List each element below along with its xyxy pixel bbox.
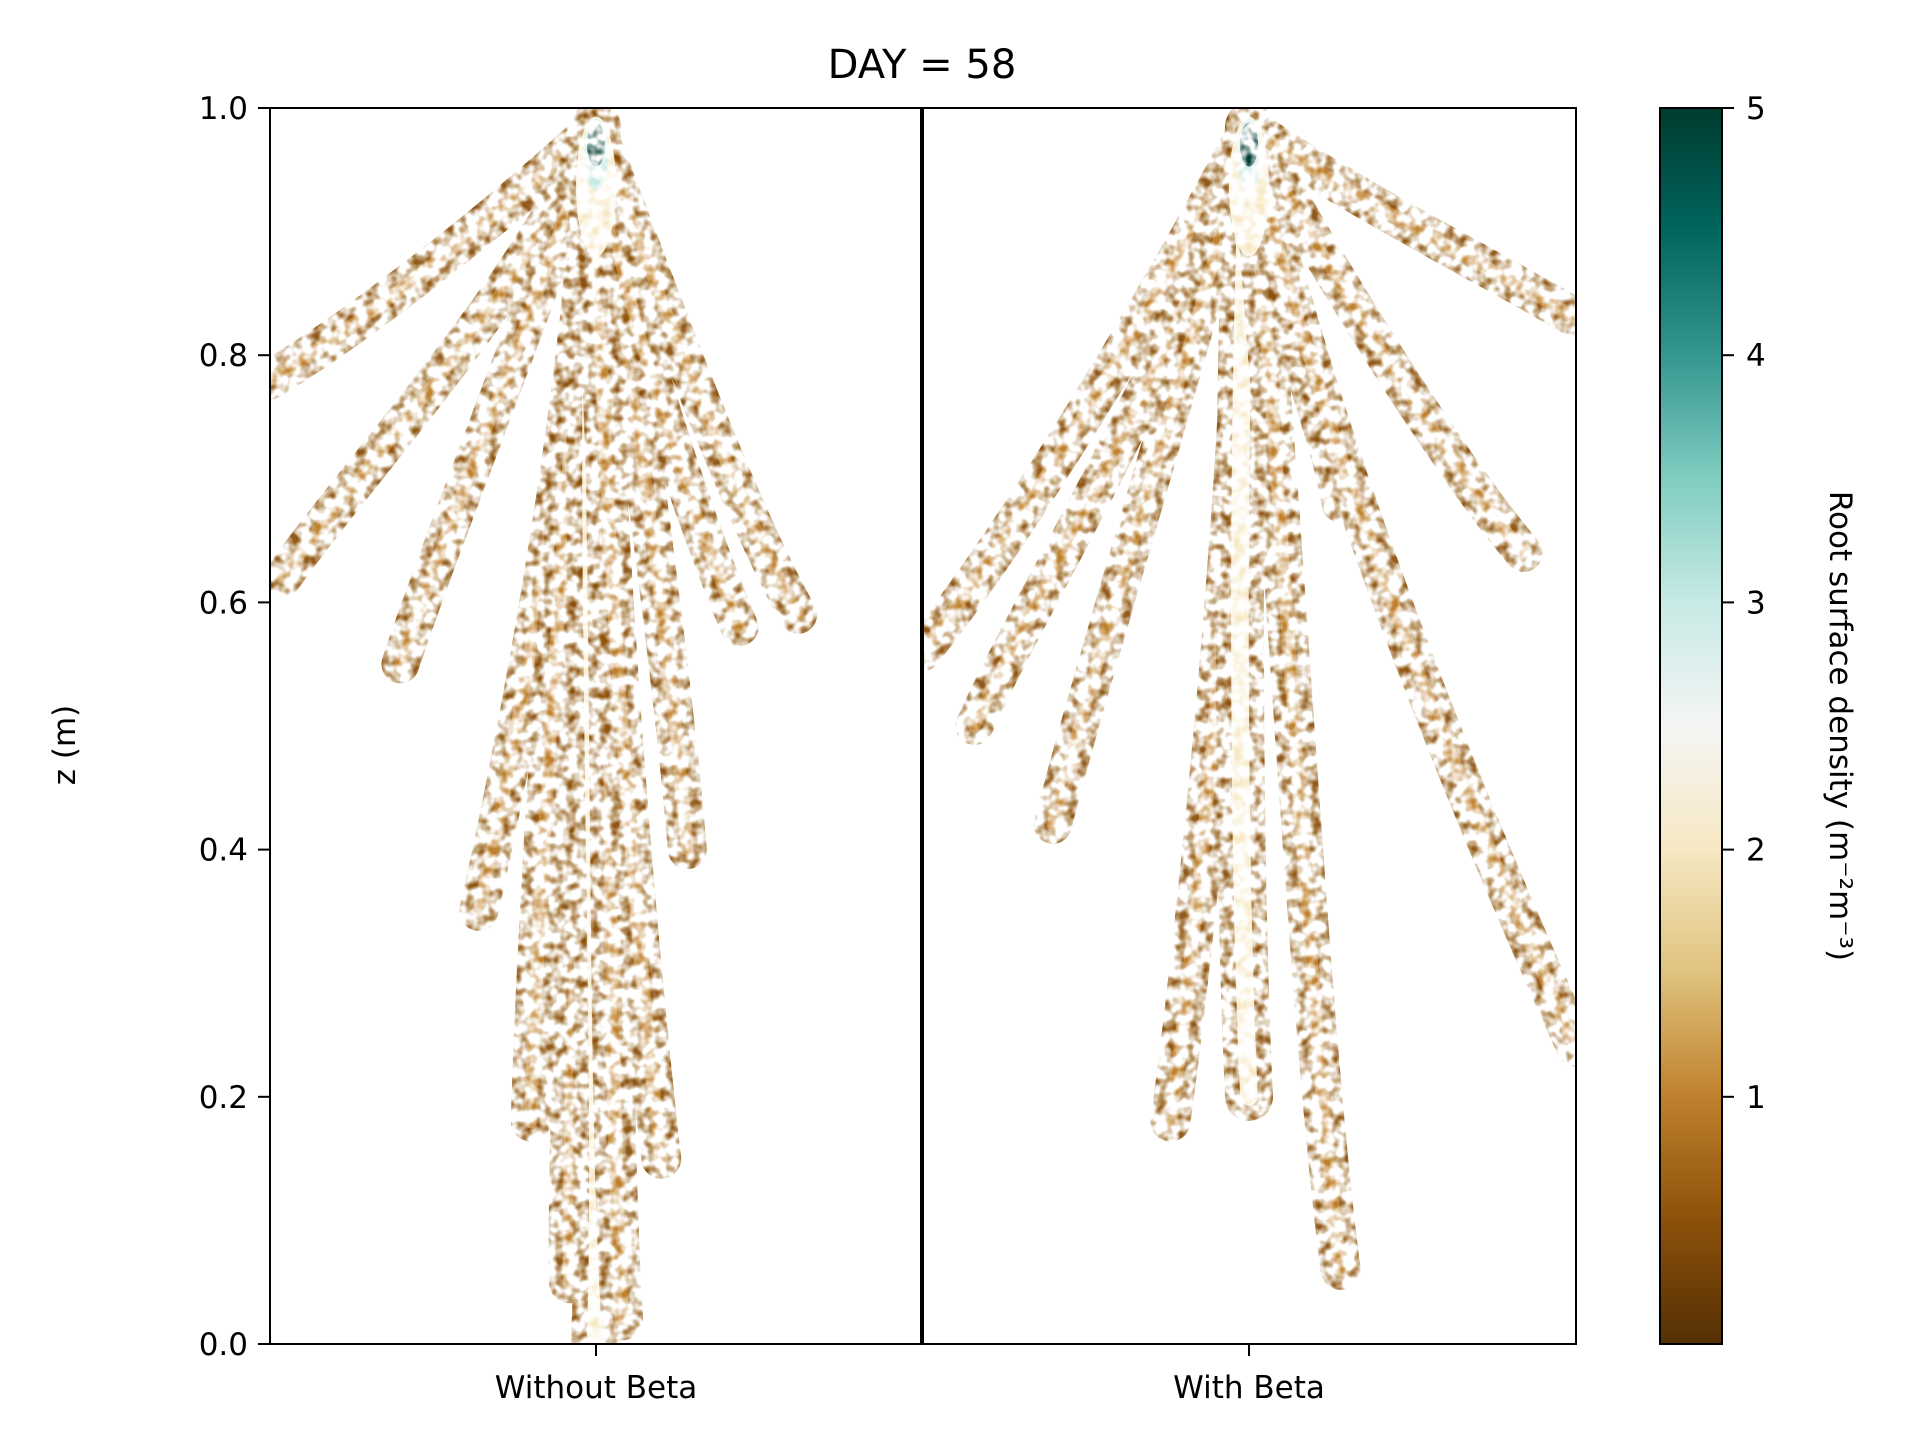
colorbar-ticks: 1 2 3 4 5 [1722,91,1766,1116]
root-peak [1240,122,1258,167]
chart-title: DAY = 58 [828,42,1017,88]
colorbar-tick-label: 3 [1746,585,1766,621]
root-density-field-with-beta [924,108,1576,1290]
x-tick-label: With Beta [1173,1370,1325,1406]
x-axis-ticks: Without Beta With Beta [495,1344,1325,1406]
y-tick-label: 0.0 [199,1327,248,1363]
y-axis-ticks: 0.0 0.2 0.4 0.6 0.8 1.0 [199,91,270,1363]
panel-without-beta [270,108,818,1344]
root-branch-core [1242,120,1576,1054]
colorbar-tick-label: 5 [1746,91,1766,127]
y-tick-label: 0.4 [199,833,248,869]
y-tick-label: 1.0 [199,91,248,127]
y-tick-label: 0.8 [199,338,248,374]
root-branch-core [589,119,668,1166]
y-tick-label: 0.2 [199,1080,248,1116]
panel-with-beta [924,108,1576,1290]
colorbar-tick-label: 4 [1746,338,1766,374]
y-axis-label: z (m) [47,705,83,786]
root-branch-core [270,120,603,387]
root-peak [587,122,605,167]
root-branch-core [589,120,805,621]
root-branch-core [394,120,603,671]
x-tick-label: Without Beta [495,1370,698,1406]
y-tick-label: 0.6 [199,585,248,621]
colorbar-label: Root surface density (m⁻²m⁻³) [1822,491,1858,961]
colorbar-tick-label: 1 [1746,1080,1766,1116]
root-branch-core [1242,120,1576,325]
root-branch-core [1242,120,1530,560]
colorbar-tick-label: 2 [1746,833,1766,869]
root-branch-core [1046,120,1256,831]
colorbar [1659,107,1723,1345]
root-branch-core [1242,119,1348,1277]
root-density-field-without-beta [270,108,818,1344]
